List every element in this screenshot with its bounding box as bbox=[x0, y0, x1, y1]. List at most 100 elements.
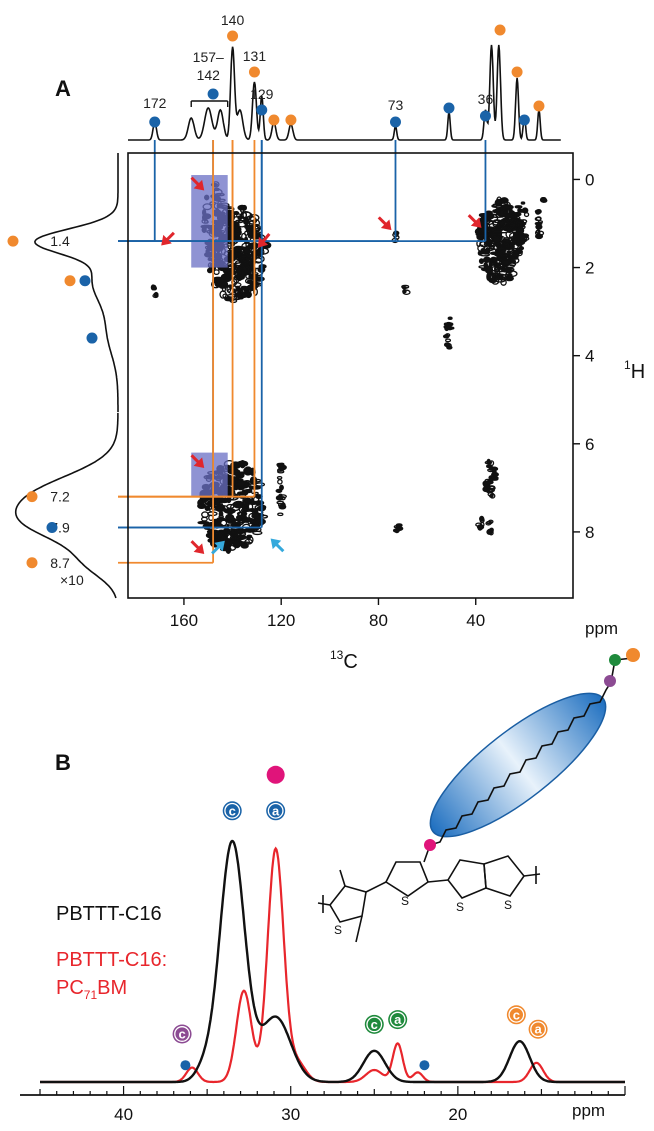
contour-ring bbox=[241, 232, 247, 241]
x-axis-unit-b: ppm bbox=[572, 1101, 605, 1120]
contour-ring bbox=[497, 247, 506, 251]
contour-ring bbox=[236, 460, 249, 467]
contour-ring bbox=[152, 286, 158, 291]
contour-ring bbox=[486, 480, 494, 485]
side-projection-dots bbox=[7, 235, 98, 569]
peak-marker-letter: c bbox=[178, 1027, 185, 1042]
y-axis-title-sup: 1 bbox=[624, 358, 631, 372]
peak-marker-ring bbox=[224, 802, 241, 819]
peak-assignment-markers: c acc a ca bbox=[172, 765, 548, 1071]
contour-ring bbox=[275, 488, 283, 494]
contour-ring bbox=[233, 245, 244, 252]
legend-blend-sub: 71 bbox=[84, 988, 98, 1002]
peak-marker-letter: c bbox=[371, 1017, 378, 1032]
sulfur-label-2: S bbox=[401, 894, 409, 908]
contour-ring bbox=[521, 207, 529, 214]
contour-ring bbox=[223, 265, 236, 272]
thienothiophene-ring-b bbox=[483, 855, 525, 897]
contour-ring bbox=[519, 235, 527, 240]
contour-ring bbox=[232, 519, 245, 526]
backbone-left-end bbox=[317, 902, 331, 906]
contour-ring bbox=[251, 495, 260, 503]
correlation-lines bbox=[118, 140, 487, 564]
highlight-regions bbox=[191, 175, 228, 497]
correlation-arrow bbox=[190, 540, 205, 554]
contour-ring bbox=[478, 258, 485, 264]
contour-ring bbox=[492, 209, 499, 214]
contour-ring bbox=[517, 238, 523, 243]
contour-ring bbox=[200, 516, 208, 522]
contour-ring bbox=[233, 210, 240, 216]
contour-ring bbox=[255, 482, 266, 487]
contour-ring bbox=[247, 261, 253, 268]
side-1h-projection bbox=[34, 153, 119, 413]
top-peak-label: 131 bbox=[243, 48, 267, 64]
peak-marker-dot bbox=[266, 765, 285, 784]
contour-ring bbox=[251, 512, 261, 519]
side-dot-marker bbox=[26, 491, 38, 503]
contour-ring bbox=[518, 246, 525, 251]
contour-ring bbox=[233, 290, 240, 294]
side-chain-ellipse bbox=[429, 692, 607, 838]
side-1h-projection-offset-trace bbox=[14, 413, 119, 599]
top-projection-labels: 172 157– 142 140 131 129 73 36 bbox=[143, 12, 493, 113]
contour-ring bbox=[277, 502, 283, 508]
top-peak-label: 73 bbox=[388, 97, 404, 113]
contour-ring bbox=[242, 211, 248, 219]
contour-ring bbox=[225, 513, 235, 522]
contour-ring bbox=[496, 196, 503, 205]
contour-ring bbox=[234, 288, 241, 298]
contour-ring bbox=[278, 464, 287, 471]
top-projection-dots bbox=[149, 24, 545, 128]
thiophene-ring-2 bbox=[384, 861, 429, 897]
x-tick-label-b: 20 bbox=[448, 1105, 467, 1124]
y-tick-label-a: 8 bbox=[585, 523, 594, 542]
contour-ring bbox=[219, 276, 226, 283]
contour-ring bbox=[213, 269, 220, 276]
pbttt-c16-structure: S S S S bbox=[317, 648, 640, 943]
peak-marker-letter: a bbox=[534, 1022, 542, 1037]
contour-ring bbox=[277, 512, 284, 517]
contour-ring bbox=[517, 208, 523, 213]
contour-ring bbox=[241, 517, 252, 523]
contour-ring bbox=[446, 345, 453, 350]
contour-ring bbox=[233, 275, 240, 284]
x-axis-13c: 160 120 80 40 bbox=[170, 598, 485, 630]
contour-ring bbox=[278, 494, 287, 499]
correlation-arrow bbox=[377, 216, 392, 231]
top-peak-label: 36 bbox=[478, 91, 494, 107]
legend-blend-line2: PC71BM bbox=[56, 977, 127, 1002]
contour-ring bbox=[219, 290, 227, 299]
contour-ring bbox=[486, 529, 493, 535]
contour-ring bbox=[236, 491, 249, 496]
correlation-arrow bbox=[270, 538, 285, 553]
contour-ring bbox=[500, 279, 507, 286]
contour-ring bbox=[246, 279, 254, 284]
sulfur-label-4: S bbox=[504, 898, 512, 912]
contour-ring bbox=[494, 251, 503, 257]
contour-ring bbox=[239, 471, 245, 479]
top-peak-label: 142 bbox=[197, 67, 221, 83]
contour-ring bbox=[502, 213, 515, 218]
contour-ring bbox=[520, 201, 526, 205]
contour-ring bbox=[242, 266, 248, 273]
contour-ring bbox=[492, 272, 502, 278]
x-tick-label-a: 40 bbox=[466, 611, 485, 630]
ring-2-to-ring-3 bbox=[427, 879, 449, 883]
contour-ring bbox=[237, 215, 243, 220]
x-axis-panel-b: 40 30 20 bbox=[20, 1086, 626, 1124]
contour-ring bbox=[507, 255, 519, 261]
y-axis-title-1h: 1H bbox=[624, 358, 645, 383]
contour-ring bbox=[219, 280, 225, 286]
contour-ring bbox=[253, 518, 266, 526]
contour-ring bbox=[506, 250, 512, 254]
contour-ring bbox=[445, 338, 452, 343]
contour-ring bbox=[534, 216, 542, 222]
contour-ring bbox=[220, 529, 230, 535]
contour-ring bbox=[487, 485, 495, 491]
peak-marker-ring bbox=[508, 1006, 525, 1023]
peak-marker-letter: c bbox=[513, 1007, 520, 1022]
contour-ring bbox=[277, 479, 283, 485]
side-dot-marker bbox=[79, 275, 91, 287]
peak-marker-dot bbox=[419, 1060, 430, 1071]
